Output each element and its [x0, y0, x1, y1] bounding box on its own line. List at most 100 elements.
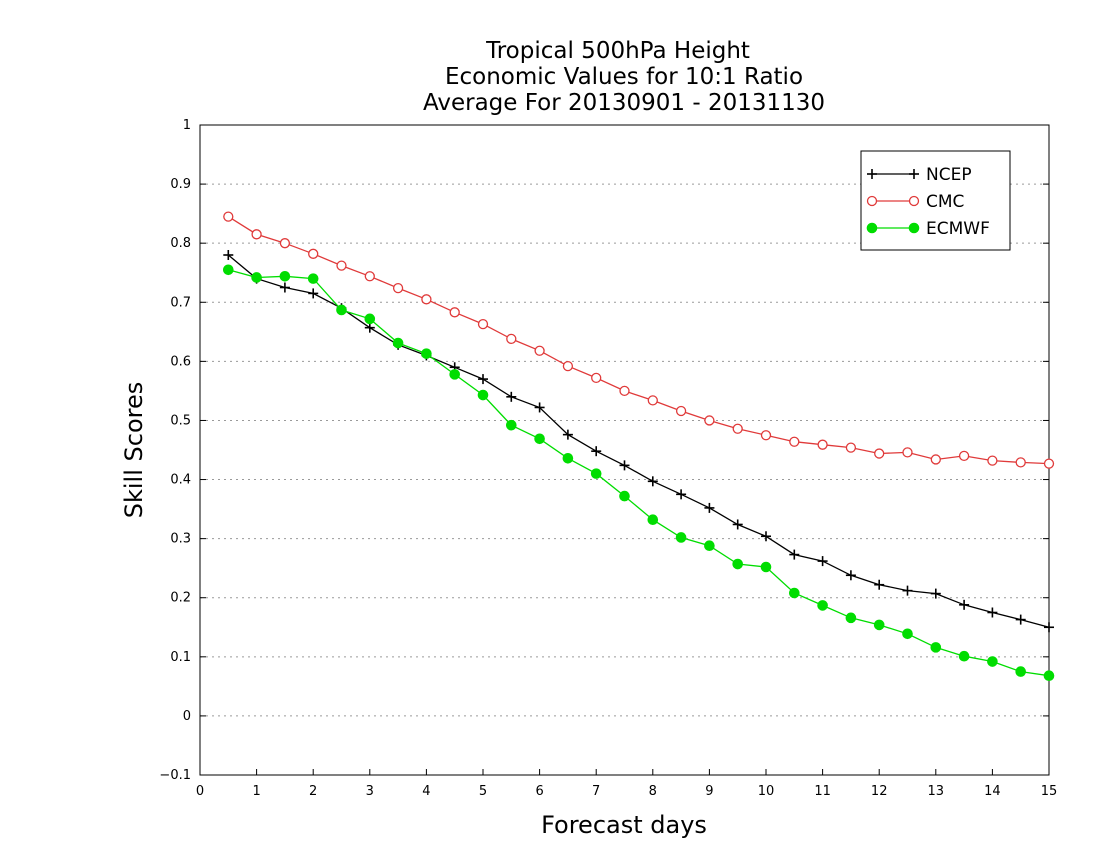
- data-point-ecmwf: [902, 628, 913, 640]
- data-point-cmc: [364, 271, 375, 282]
- series-line-cmc: [227, 216, 1050, 465]
- data-point-ecmwf: [421, 348, 432, 359]
- data-point-ecmwf: [506, 419, 517, 431]
- data-point-ncep: [902, 585, 913, 596]
- data-point-ecmwf: [223, 264, 234, 276]
- data-point-ncep: [591, 446, 602, 457]
- x-tick-label: 12: [871, 784, 888, 799]
- data-point-cmc: [987, 455, 998, 466]
- data-point-ncep: [279, 282, 290, 293]
- data-point-ncep: [704, 502, 715, 513]
- y-tick-label: 0.7: [170, 295, 191, 310]
- data-point-ncep: [506, 391, 517, 402]
- y-tick-label: 0.2: [170, 591, 191, 606]
- series-cmc: [223, 211, 1055, 469]
- data-point-cmc: [845, 442, 857, 453]
- data-point-ecmwf: [845, 612, 857, 624]
- data-point-ncep: [1044, 622, 1054, 633]
- data-point-ecmwf: [704, 540, 715, 552]
- x-tick-label: 3: [366, 784, 374, 799]
- series-ecmwf: [223, 264, 1055, 682]
- data-point-cmc: [421, 294, 432, 305]
- data-point-ncep: [789, 549, 800, 560]
- series-line-ncep: [227, 254, 1050, 628]
- data-point-cmc: [477, 318, 489, 330]
- x-tick-label: 13: [928, 784, 945, 799]
- data-point-ncep: [478, 374, 488, 385]
- data-point-cmc: [930, 454, 941, 465]
- data-point-ncep: [732, 519, 743, 530]
- data-point-ecmwf: [873, 619, 885, 631]
- y-tick-label: 0.5: [170, 413, 191, 428]
- x-tick-label: 11: [814, 784, 831, 799]
- x-tick-label: 7: [592, 784, 600, 799]
- legend-label-ncep: NCEP: [926, 165, 972, 185]
- data-point-ecmwf: [251, 272, 262, 283]
- data-point-ecmwf: [958, 650, 970, 662]
- title-line-1: Tropical 500hPa Height: [485, 38, 750, 64]
- x-tick-label: 0: [196, 784, 204, 799]
- plot-frame: [199, 124, 1050, 776]
- legend-item-ecmwf: ECMWF: [866, 219, 990, 239]
- data-point-cmc: [279, 238, 291, 249]
- data-point-ecmwf: [817, 600, 828, 611]
- data-point-cmc: [789, 436, 800, 447]
- data-point-cmc: [619, 385, 630, 397]
- data-point-cmc: [562, 360, 574, 372]
- data-point-cmc: [506, 333, 517, 345]
- x-tick-label: 2: [309, 784, 317, 799]
- y-tick-label: 0.4: [170, 473, 191, 488]
- x-tick-label: 15: [1041, 784, 1058, 799]
- data-point-ncep: [1015, 614, 1026, 625]
- y-tick-label: 0.3: [170, 532, 191, 547]
- data-point-cmc: [647, 395, 658, 406]
- legend-marker-ecmwf: [908, 222, 920, 234]
- title-line-3: Average For 20130901 - 20131130: [423, 90, 825, 116]
- x-tick-label: 10: [758, 784, 775, 799]
- series-ncep: [223, 250, 1054, 633]
- data-point-ecmwf: [279, 270, 291, 282]
- legend-marker-ecmwf: [866, 222, 878, 234]
- data-point-cmc: [336, 260, 347, 271]
- data-point-cmc: [223, 211, 234, 222]
- y-axis-label: Skill Scores: [120, 382, 148, 519]
- title-line-2: Economic Values for 10:1 Ratio: [445, 64, 803, 90]
- x-tick-label: 4: [422, 784, 430, 799]
- y-tick-label: 0.9: [170, 177, 191, 192]
- x-axis-label: Forecast days: [541, 811, 707, 839]
- data-point-ecmwf: [1015, 666, 1027, 677]
- x-tick-label: 6: [535, 784, 543, 799]
- data-point-ecmwf: [449, 369, 461, 380]
- legend-label-cmc: CMC: [926, 192, 964, 212]
- data-point-ecmwf: [619, 490, 630, 502]
- data-point-cmc: [449, 307, 460, 318]
- data-point-ecmwf: [364, 313, 376, 325]
- data-point-ecmwf: [307, 273, 319, 284]
- data-point-ecmwf: [789, 587, 800, 599]
- chart-title: Tropical 500hPa Height Economic Values f…: [423, 38, 825, 116]
- x-tick-label: 1: [252, 784, 260, 799]
- data-point-ecmwf: [562, 452, 574, 464]
- y-tick-label: −0.1: [159, 768, 191, 783]
- y-tick-label: 1: [183, 118, 191, 133]
- data-point-cmc: [704, 415, 715, 426]
- legend-item-cmc: CMC: [866, 192, 964, 212]
- legend-label-ecmwf: ECMWF: [926, 219, 990, 239]
- y-tick-label: 0: [183, 709, 191, 724]
- data-point-ncep: [647, 476, 658, 487]
- data-point-ncep: [619, 460, 630, 471]
- data-point-ecmwf: [930, 642, 942, 653]
- data-point-ncep: [874, 579, 885, 590]
- data-point-ncep: [562, 429, 573, 440]
- data-point-ncep: [534, 402, 545, 413]
- data-point-cmc: [534, 345, 545, 356]
- data-point-ecmwf: [336, 304, 347, 316]
- data-point-cmc: [760, 430, 772, 441]
- data-point-cmc: [958, 450, 970, 462]
- data-point-cmc: [308, 248, 319, 259]
- data-point-ecmwf: [647, 514, 659, 526]
- data-point-ncep: [364, 322, 375, 333]
- data-point-ncep: [959, 599, 970, 610]
- data-point-cmc: [1015, 457, 1026, 468]
